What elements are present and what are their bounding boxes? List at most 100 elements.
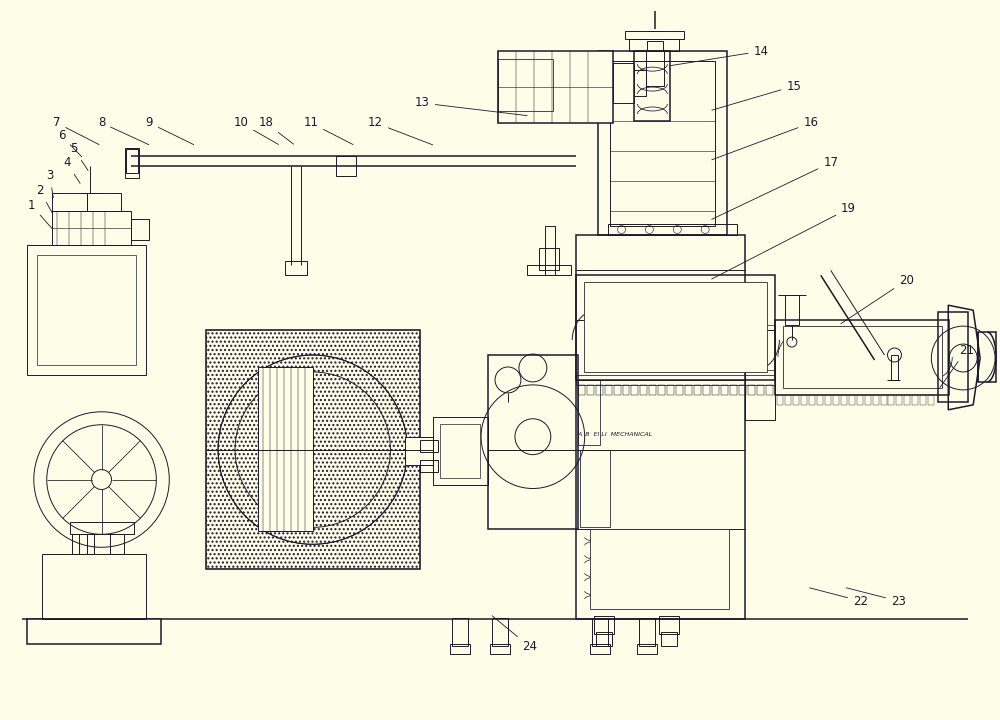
Bar — [783, 326, 942, 388]
Bar — [126, 149, 138, 173]
Bar — [703, 385, 710, 395]
Bar — [865, 395, 871, 405]
Bar — [592, 618, 608, 646]
Bar — [433, 417, 488, 485]
Bar — [658, 385, 665, 395]
Bar — [629, 40, 679, 51]
Bar — [285, 261, 307, 275]
Text: 15: 15 — [712, 80, 801, 110]
Bar — [594, 616, 614, 634]
Text: 2: 2 — [36, 184, 52, 213]
Bar — [646, 51, 664, 86]
Bar — [857, 395, 863, 405]
Text: 14: 14 — [670, 45, 768, 66]
Bar — [610, 61, 715, 225]
Bar — [873, 395, 879, 405]
Text: 20: 20 — [841, 274, 914, 323]
Bar — [623, 385, 629, 395]
Bar — [578, 380, 600, 445]
Bar — [590, 529, 729, 609]
Bar — [576, 375, 775, 385]
Bar — [584, 282, 767, 372]
Bar — [527, 266, 571, 275]
Bar — [745, 330, 775, 420]
Bar — [576, 235, 745, 619]
Bar — [785, 395, 791, 405]
Bar — [125, 148, 139, 178]
Text: 1: 1 — [28, 199, 52, 228]
Bar — [605, 385, 612, 395]
Text: 19: 19 — [712, 202, 856, 279]
Text: 17: 17 — [712, 156, 838, 220]
Bar — [405, 437, 433, 464]
Bar — [545, 225, 555, 275]
Text: 18: 18 — [258, 117, 294, 144]
Bar — [833, 395, 839, 405]
Text: 5: 5 — [70, 143, 88, 171]
Bar — [631, 385, 638, 395]
Bar — [420, 459, 438, 472]
Text: 23: 23 — [846, 588, 906, 608]
Bar — [450, 644, 470, 654]
Bar — [825, 395, 831, 405]
Text: 9: 9 — [146, 117, 194, 145]
Bar — [739, 385, 746, 395]
Bar — [110, 534, 124, 554]
Bar — [640, 385, 647, 395]
Bar — [206, 330, 420, 570]
Bar — [676, 385, 683, 395]
Bar — [580, 450, 610, 527]
Text: 10: 10 — [234, 117, 278, 145]
Bar — [488, 355, 578, 529]
Bar — [841, 395, 847, 405]
Bar — [896, 395, 902, 405]
Bar — [667, 385, 674, 395]
Text: 7: 7 — [53, 117, 99, 145]
Bar — [881, 395, 887, 405]
Bar — [775, 320, 949, 395]
Bar — [42, 554, 146, 619]
Bar — [539, 248, 559, 270]
Bar — [614, 385, 621, 395]
Bar — [206, 330, 420, 570]
Bar — [978, 332, 996, 382]
Bar — [712, 385, 719, 395]
Bar — [661, 632, 677, 646]
Bar — [849, 395, 855, 405]
Bar — [766, 385, 773, 395]
Bar — [336, 156, 356, 176]
Bar — [578, 385, 585, 395]
Bar — [625, 31, 684, 40]
Bar — [420, 440, 438, 451]
Text: 12: 12 — [368, 117, 433, 145]
Text: 6: 6 — [58, 130, 82, 157]
Bar — [801, 395, 807, 405]
Bar — [52, 210, 131, 246]
Bar — [694, 385, 701, 395]
Bar — [809, 395, 815, 405]
Bar — [587, 385, 594, 395]
Bar — [793, 395, 799, 405]
Bar — [72, 534, 87, 554]
Bar — [27, 246, 146, 375]
Bar — [608, 223, 737, 235]
Bar — [490, 644, 510, 654]
Bar — [492, 618, 508, 646]
Bar — [258, 367, 313, 531]
Bar — [634, 51, 670, 121]
Bar — [647, 41, 663, 51]
Text: 22: 22 — [810, 588, 868, 608]
Text: 21: 21 — [940, 343, 974, 387]
Text: 16: 16 — [712, 117, 818, 160]
Bar — [748, 385, 755, 395]
Bar — [904, 395, 910, 405]
Bar — [634, 70, 646, 96]
Bar — [131, 219, 149, 240]
Bar — [596, 632, 612, 646]
Bar — [590, 644, 610, 654]
Text: 8: 8 — [98, 117, 149, 145]
Bar — [938, 312, 968, 402]
Bar — [659, 616, 679, 634]
Text: 24: 24 — [492, 616, 537, 653]
Bar — [785, 295, 799, 325]
